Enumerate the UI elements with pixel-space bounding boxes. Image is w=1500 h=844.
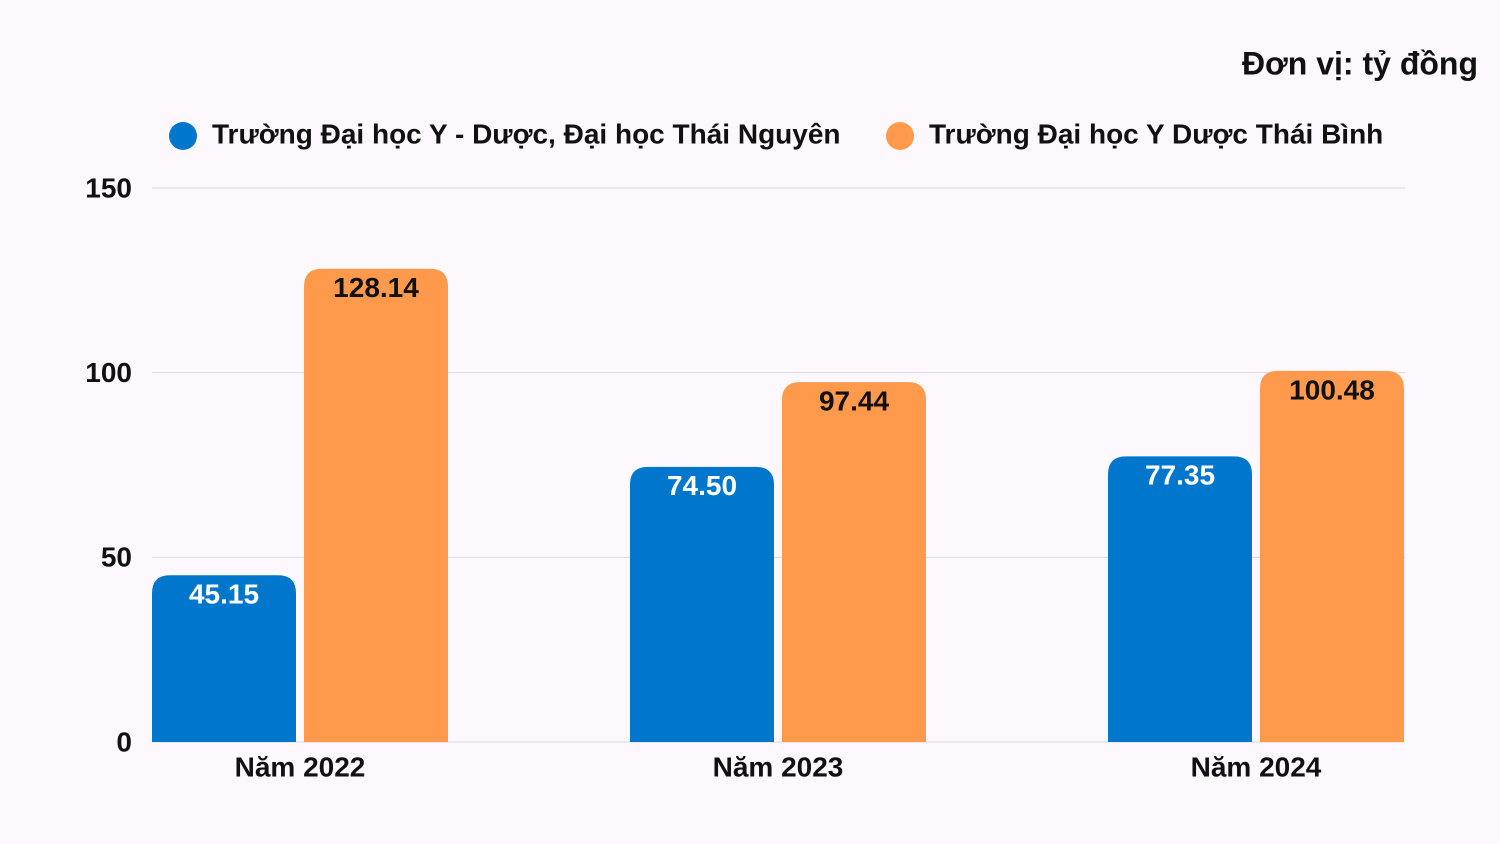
bar [304, 268, 448, 742]
value-label: 77.35 [1145, 460, 1215, 491]
legend-marker [169, 122, 197, 150]
legend-label: Trường Đại học Y Dược Thái Bình [929, 118, 1383, 149]
y-tick-label: 100 [85, 357, 132, 388]
bar [782, 382, 926, 742]
y-tick-label: 150 [85, 172, 132, 203]
value-label: 100.48 [1289, 374, 1375, 405]
bar [1260, 370, 1404, 742]
chart-title: Đơn vị: tỷ đồng [1242, 45, 1478, 81]
bar [1108, 456, 1252, 742]
legend-marker [886, 122, 914, 150]
bar [630, 466, 774, 742]
value-label: 128.14 [333, 272, 419, 303]
y-tick-label: 0 [116, 726, 132, 757]
x-tick-label: Năm 2024 [1191, 751, 1322, 782]
value-label: 74.50 [667, 470, 737, 501]
value-label: 45.15 [189, 579, 259, 610]
value-label: 97.44 [819, 386, 889, 417]
x-tick-label: Năm 2023 [713, 751, 844, 782]
x-tick-label: Năm 2022 [235, 751, 366, 782]
legend-label: Trường Đại học Y - Dược, Đại học Thái Ng… [212, 118, 841, 149]
y-tick-label: 50 [101, 542, 132, 573]
bar [152, 575, 296, 742]
